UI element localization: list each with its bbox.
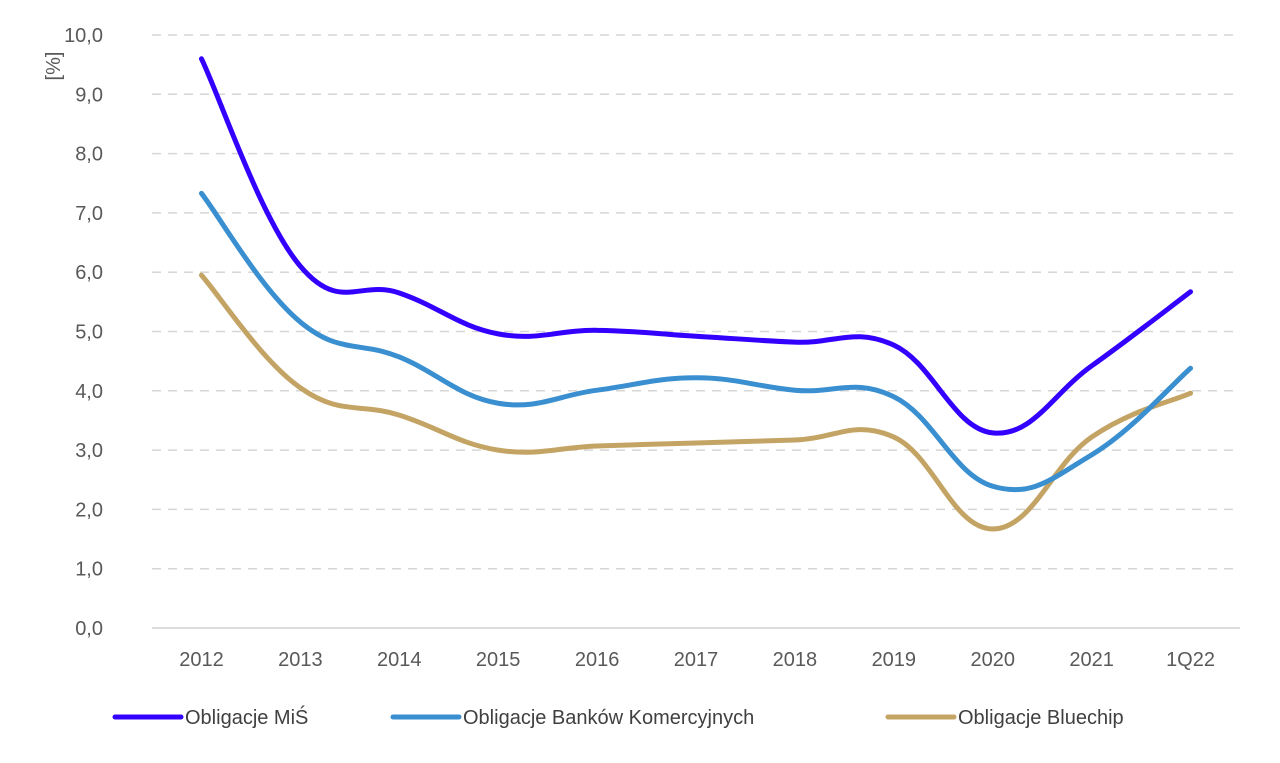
y-tick-label: 8,0 [75, 144, 103, 166]
y-tick-label: 6,0 [75, 262, 103, 284]
y-axis-label: [%] [43, 52, 65, 81]
series-lines [198, 56, 1194, 532]
y-tick-label: 10,0 [64, 25, 103, 47]
y-tick-label: 4,0 [75, 381, 103, 403]
x-tick-label: 2018 [773, 649, 818, 671]
y-tick-label: 1,0 [75, 559, 103, 581]
y-tick-label: 5,0 [75, 322, 103, 344]
y-tick-label: 2,0 [75, 499, 103, 521]
y-tick-label: 0,0 [75, 618, 103, 640]
x-tick-label: 1Q22 [1166, 649, 1215, 671]
y-tick-label: 3,0 [75, 440, 103, 462]
legend-item: Obligacje Banków Komercyjnych [390, 707, 754, 729]
x-tick-label: 2014 [377, 649, 422, 671]
legend-label: Obligacje MiŚ [185, 705, 308, 729]
legend-item: Obligacje Bluechip [885, 707, 1124, 729]
x-tick-label: 2017 [674, 649, 719, 671]
x-tick-label: 2016 [575, 649, 620, 671]
series-line [198, 190, 1194, 493]
series-line [198, 56, 1194, 436]
x-tick-label: 2019 [872, 649, 917, 671]
x-tick-label: 2012 [179, 649, 224, 671]
x-tick-label: 2021 [1069, 649, 1114, 671]
legend-label: Obligacje Banków Komercyjnych [463, 707, 754, 729]
legend: Obligacje MiŚ Obligacje Banków Komercyjny… [112, 705, 1124, 729]
series-line [198, 272, 1194, 532]
gridlines [152, 34, 1240, 629]
x-tick-label: 2013 [278, 649, 323, 671]
legend-item: Obligacje MiŚ [112, 705, 308, 729]
y-tick-label: 9,0 [75, 84, 103, 106]
y-axis-ticks: 0,0 1,0 2,0 3,0 4,0 5,0 6,0 7,0 8,0 9,0 10,0 [64, 25, 103, 640]
x-axis-ticks: 2012 2013 2014 2015 2016 2017 2018 2019 2020 2021… [179, 649, 1215, 671]
legend-label: Obligacje Bluechip [958, 707, 1124, 729]
x-tick-label: 2020 [970, 649, 1015, 671]
x-tick-label: 2015 [476, 649, 521, 671]
y-tick-label: 7,0 [75, 203, 103, 225]
